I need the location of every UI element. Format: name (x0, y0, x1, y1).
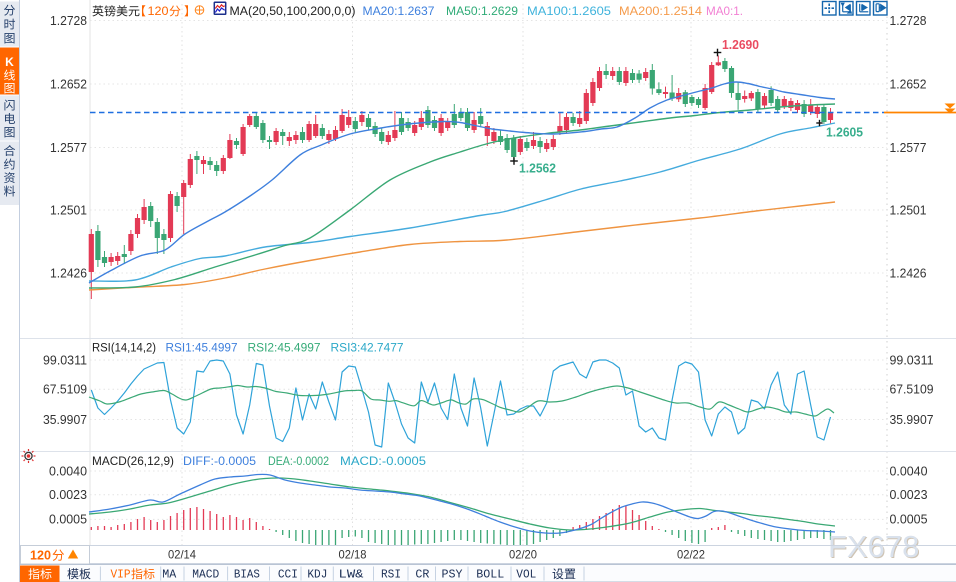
svg-text:1.2426: 1.2426 (50, 265, 87, 280)
svg-text:LW&: LW& (339, 569, 364, 582)
svg-text:VOL: VOL (516, 569, 536, 582)
svg-text:MA: MA (162, 569, 176, 582)
svg-text:CCI: CCI (278, 569, 298, 582)
svg-text:BIAS: BIAS (234, 569, 260, 582)
svg-text:02/20: 02/20 (509, 548, 537, 562)
svg-text:MA(20,50,100,200,0,0): MA(20,50,100,200,0,0) (230, 4, 356, 18)
svg-text:67.5109: 67.5109 (43, 382, 87, 397)
svg-text:MA0:1.: MA0:1. (706, 4, 743, 18)
svg-text:35.9907: 35.9907 (43, 412, 87, 427)
svg-text:1.2501: 1.2501 (50, 202, 87, 217)
svg-text:1.2690: 1.2690 (722, 38, 759, 52)
svg-text:1.2652: 1.2652 (50, 76, 87, 91)
svg-text:67.5109: 67.5109 (890, 382, 934, 397)
svg-text:DEA:-0.0002: DEA:-0.0002 (268, 454, 329, 468)
svg-text:0.0005: 0.0005 (49, 512, 87, 527)
svg-text:0.0023: 0.0023 (49, 487, 87, 502)
svg-text:DIFF:-0.0005: DIFF:-0.0005 (183, 454, 256, 468)
svg-text:K: K (5, 55, 14, 69)
svg-text:VIP: VIP (111, 569, 131, 582)
svg-text:1.2562: 1.2562 (519, 162, 556, 176)
svg-text:1.2577: 1.2577 (50, 140, 87, 155)
svg-text:MA50:1.2629: MA50:1.2629 (446, 4, 518, 18)
svg-text:PSY: PSY (442, 569, 463, 582)
svg-text:0.0040: 0.0040 (890, 463, 928, 478)
svg-text:1.2577: 1.2577 (890, 140, 927, 155)
svg-text:CR: CR (415, 569, 429, 582)
svg-text:RSI1:45.4997: RSI1:45.4997 (166, 341, 238, 355)
svg-text:MACD(26,12,9): MACD(26,12,9) (92, 454, 174, 468)
svg-text:MACD:-0.0005: MACD:-0.0005 (340, 454, 426, 468)
svg-text:RSI2:45.4997: RSI2:45.4997 (248, 341, 321, 355)
svg-text:1.2605: 1.2605 (826, 126, 863, 140)
svg-text:0.0005: 0.0005 (890, 512, 928, 527)
svg-text:RSI(14,14,2): RSI(14,14,2) (92, 341, 156, 355)
svg-text:1.2426: 1.2426 (890, 265, 927, 280)
svg-text:KDJ: KDJ (307, 569, 327, 582)
svg-text:RSI: RSI (381, 569, 401, 582)
svg-text:1.2501: 1.2501 (890, 202, 927, 217)
svg-text:02/18: 02/18 (339, 548, 367, 562)
svg-text:02/14: 02/14 (168, 548, 196, 562)
svg-text:0.0023: 0.0023 (890, 487, 928, 502)
svg-text:02/22: 02/22 (677, 548, 705, 562)
svg-text:BOLL: BOLL (476, 569, 504, 582)
svg-text:MA20:1.2637: MA20:1.2637 (363, 4, 435, 18)
svg-text:1.2728: 1.2728 (50, 13, 87, 28)
svg-text:35.9907: 35.9907 (890, 412, 934, 427)
svg-text:120: 120 (148, 4, 169, 18)
svg-text:1.2652: 1.2652 (890, 76, 927, 91)
svg-text:MA100:1.2605: MA100:1.2605 (527, 4, 611, 18)
svg-text:FX678: FX678 (828, 529, 919, 564)
svg-text:99.0311: 99.0311 (43, 352, 87, 367)
svg-text:120: 120 (30, 549, 51, 563)
svg-text:1.2728: 1.2728 (890, 13, 927, 28)
svg-text:RSI3:42.7477: RSI3:42.7477 (331, 341, 404, 355)
svg-text:0.0040: 0.0040 (49, 463, 87, 478)
svg-text:MA200:1.2514: MA200:1.2514 (619, 4, 702, 18)
svg-text:99.0311: 99.0311 (890, 352, 934, 367)
svg-text:MACD: MACD (192, 569, 219, 582)
